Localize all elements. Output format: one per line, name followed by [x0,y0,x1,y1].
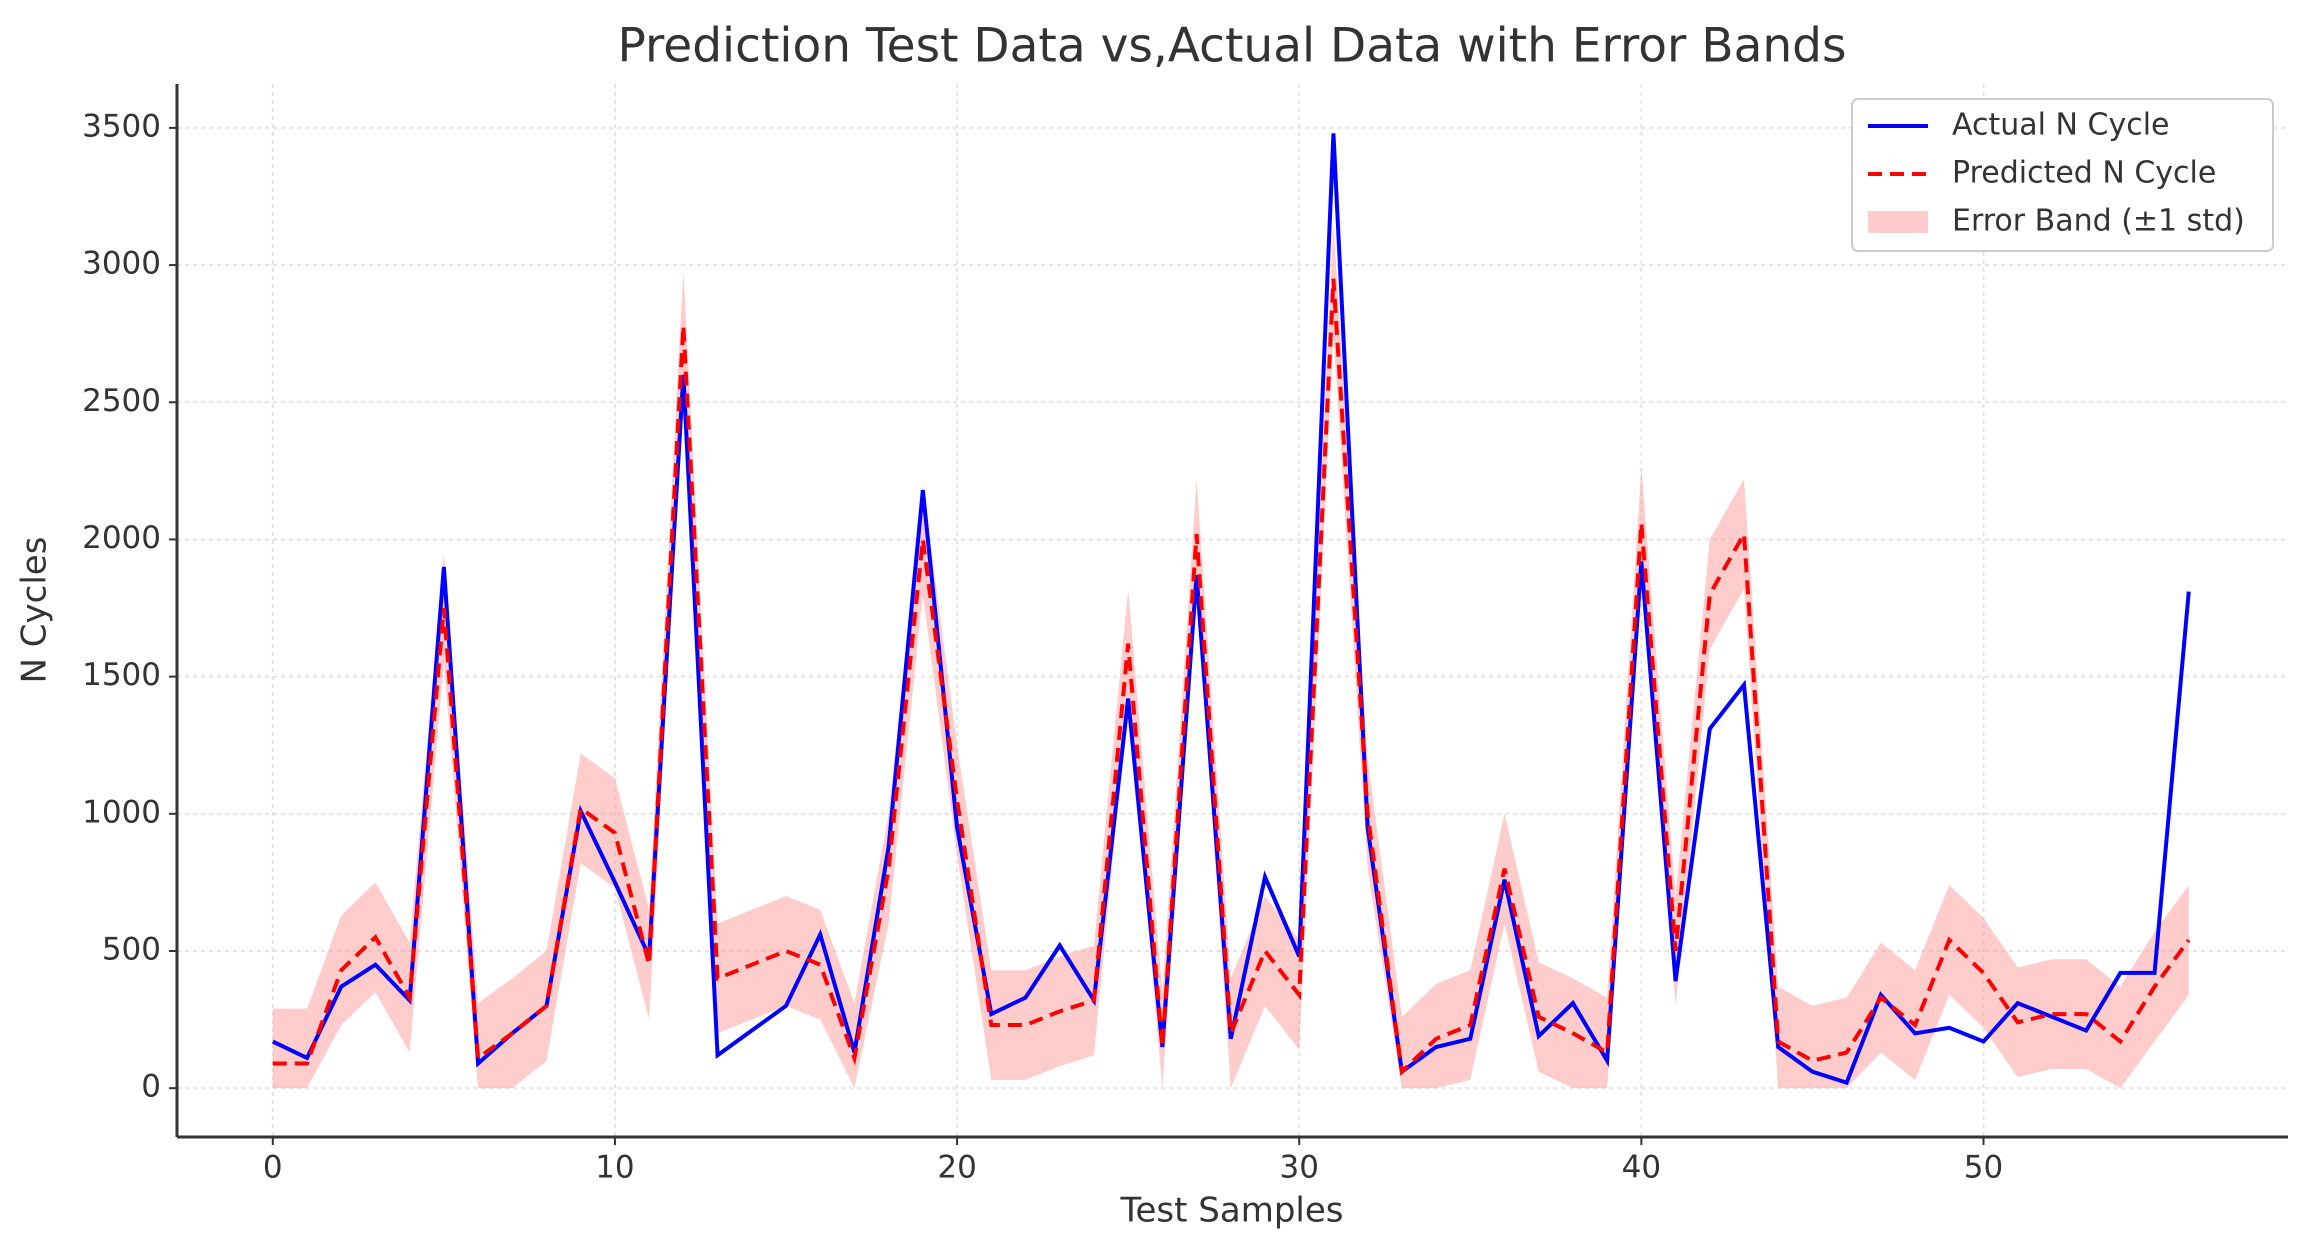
x-tick-label: 0 [263,1150,283,1186]
y-tick-label: 2000 [82,520,161,556]
y-axis-label: N Cycles [15,537,55,684]
legend-label: Error Band (±1 std) [1952,204,2245,239]
y-tick-label: 3500 [82,108,161,144]
chart-title: Prediction Test Data vs,Actual Data with… [618,19,1847,74]
x-tick-label: 40 [1622,1150,1661,1186]
y-tick-label: 3000 [82,246,161,282]
x-tick-label: 30 [1279,1150,1318,1186]
y-tick-label: 500 [102,931,161,967]
x-tick-label: 10 [595,1150,634,1186]
y-tick-label: 1500 [82,657,161,693]
legend-label: Predicted N Cycle [1952,156,2216,191]
legend-box [1851,98,2274,252]
y-tick-label: 1000 [82,794,161,830]
series-line [272,278,2191,1076]
series-line [271,133,2191,1086]
error-band [272,223,2189,1089]
legend-label: Actual N Cycle [1952,108,2170,143]
x-tick-label: 20 [937,1150,976,1186]
x-axis-label: Test Samples [1120,1191,1344,1231]
y-tick-label: 2500 [82,383,161,419]
legend-swatch [1868,211,1928,233]
x-tick-label: 50 [1964,1150,2003,1186]
y-tick-label: 0 [141,1069,161,1105]
